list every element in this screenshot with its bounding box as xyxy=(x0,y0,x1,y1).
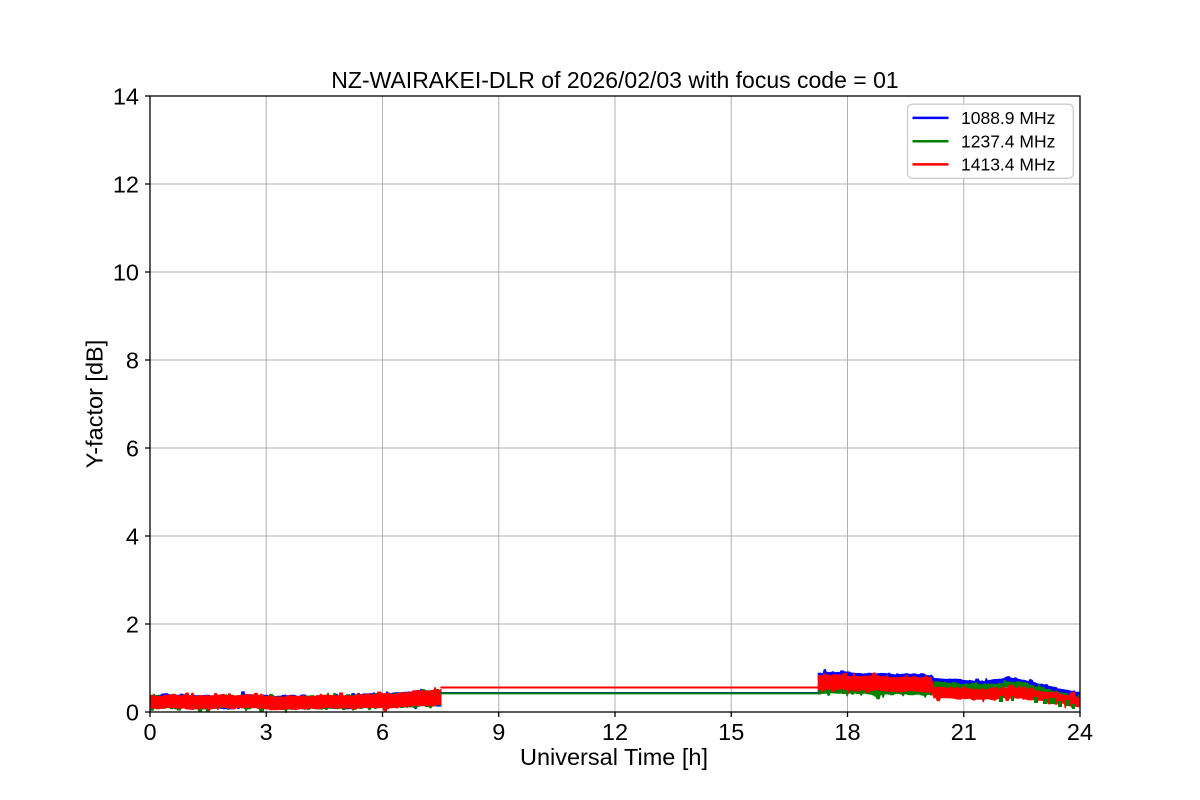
svg-text:24: 24 xyxy=(1067,719,1093,745)
svg-text:15: 15 xyxy=(718,719,744,745)
svg-text:6: 6 xyxy=(126,436,139,462)
svg-text:12: 12 xyxy=(113,172,139,198)
svg-text:0: 0 xyxy=(126,700,139,726)
svg-text:9: 9 xyxy=(492,719,505,745)
svg-text:8: 8 xyxy=(126,348,139,374)
svg-text:1413.4 MHz: 1413.4 MHz xyxy=(961,155,1055,175)
svg-text:0: 0 xyxy=(143,719,156,745)
svg-text:14: 14 xyxy=(113,84,139,110)
svg-text:12: 12 xyxy=(602,719,628,745)
svg-text:1088.9 MHz: 1088.9 MHz xyxy=(961,108,1055,128)
svg-text:NZ-WAIRAKEI-DLR of 2026/02/03: NZ-WAIRAKEI-DLR of 2026/02/03 with focus… xyxy=(331,67,898,93)
svg-text:1237.4 MHz: 1237.4 MHz xyxy=(961,132,1055,152)
svg-text:4: 4 xyxy=(126,524,139,550)
svg-text:18: 18 xyxy=(834,719,860,745)
svg-text:Y-factor [dB]: Y-factor [dB] xyxy=(82,340,108,468)
svg-text:6: 6 xyxy=(376,719,389,745)
svg-text:Universal Time [h]: Universal Time [h] xyxy=(520,744,708,770)
svg-text:21: 21 xyxy=(951,719,977,745)
svg-text:10: 10 xyxy=(113,260,139,286)
svg-text:3: 3 xyxy=(260,719,273,745)
svg-text:2: 2 xyxy=(126,612,139,638)
